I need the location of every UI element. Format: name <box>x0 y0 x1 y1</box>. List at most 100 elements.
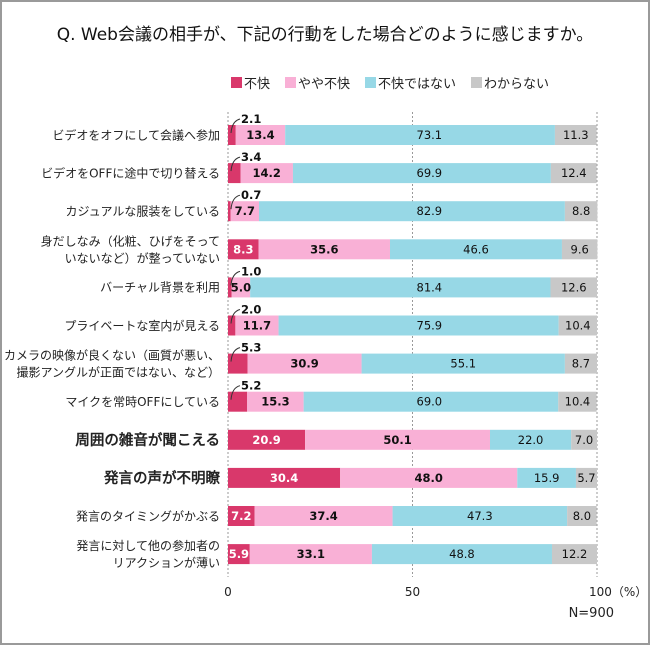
value-label: 8.3 <box>233 242 253 256</box>
category-label: 発言に対して他の参加者のリアクションが薄い <box>76 538 220 570</box>
category-label-line: カメラの映像が良くない（画質が悪い、 <box>4 348 220 363</box>
value-label: 7.2 <box>231 509 251 523</box>
bar-segment-fukai-dewanai <box>258 201 565 222</box>
bar-segment-fukai-dewanai <box>389 239 562 260</box>
value-label: 5.0 <box>231 280 251 294</box>
bar-segment-yaya-fukai <box>258 239 390 260</box>
bar-segment-fukai-dewanai <box>278 315 559 336</box>
value-label: 82.9 <box>417 204 443 218</box>
value-label: 30.9 <box>290 357 318 371</box>
bar-segment-wakaranai <box>575 467 597 488</box>
value-label: 9.6 <box>571 242 589 256</box>
bar-segment-yaya-fukai <box>305 429 490 450</box>
value-label: 15.9 <box>534 471 560 485</box>
bar-segment-fukai-dewanai <box>361 353 565 374</box>
legend-swatch-fukai <box>231 76 242 88</box>
legend-label-wakaranai: わからない <box>484 76 550 92</box>
value-label: 12.4 <box>561 166 587 180</box>
bar-segment-fukai <box>228 467 341 488</box>
bar-segment-wakaranai <box>561 239 598 260</box>
value-label: 48.8 <box>449 547 475 561</box>
bar-segment-fukai-dewanai <box>285 125 555 145</box>
bar-segment-fukai <box>228 163 241 184</box>
value-label: 8.8 <box>572 204 590 218</box>
callout-leader-line <box>230 194 241 210</box>
bar-segment-fukai-dewanai <box>303 391 559 412</box>
category-label: バーチャル背景を利用 <box>100 281 220 295</box>
callout-leader-line <box>230 270 241 286</box>
value-label: 14.2 <box>253 166 281 180</box>
value-label: 37.4 <box>309 509 337 523</box>
value-label: 8.0 <box>573 509 591 523</box>
value-label: 20.9 <box>252 433 280 447</box>
category-label: 発言のタイミングがかぶる <box>76 508 220 523</box>
category-label: ビデオをOFFに途中で切り替える <box>41 165 220 180</box>
bar-segment-fukai <box>228 277 232 298</box>
value-label: 55.1 <box>450 357 476 371</box>
legend-swatch-fukai-dewanai <box>365 76 377 88</box>
value-label: 5.3 <box>241 341 261 355</box>
bar-segment-yaya-fukai <box>340 467 518 488</box>
value-label: 11.7 <box>243 319 271 333</box>
x-tick-label: 50 <box>405 585 420 599</box>
value-label: 5.7 <box>577 471 595 485</box>
bar-segment-yaya-fukai <box>249 544 372 565</box>
value-label: 22.0 <box>518 433 544 447</box>
legend-swatch-yaya-fukai <box>285 76 297 88</box>
bar-segment-yaya-fukai <box>247 353 362 374</box>
value-label: 7.7 <box>235 204 255 218</box>
bar-segment-yaya-fukai <box>240 163 293 184</box>
bar-segment-fukai <box>228 429 306 450</box>
bar-segment-fukai-dewanai <box>489 429 572 450</box>
bar-segment-yaya-fukai <box>247 391 304 412</box>
bar-segment-fukai <box>228 391 248 412</box>
value-label: 12.2 <box>562 547 588 561</box>
bar-segment-fukai <box>228 506 255 526</box>
bar-segment-wakaranai <box>550 163 597 184</box>
value-label: 3.4 <box>241 150 261 164</box>
value-label: 30.4 <box>270 471 298 485</box>
legend-item-yaya-fukai: やや不快 <box>285 73 350 92</box>
legend-label-fukai: 不快 <box>244 76 271 92</box>
value-label: 35.6 <box>310 242 338 256</box>
bar-segment-wakaranai <box>567 506 597 526</box>
bar-segment-yaya-fukai <box>235 125 286 145</box>
legend-item-fukai: 不快 <box>231 73 270 92</box>
category-label: 周囲の雑音が聞こえる <box>75 431 220 449</box>
value-label: 81.4 <box>417 280 443 294</box>
callout-leader-line <box>230 347 241 362</box>
value-label: 11.3 <box>563 128 589 142</box>
value-label: 73.1 <box>417 128 443 142</box>
value-label: 75.9 <box>417 319 443 333</box>
value-label: 69.0 <box>417 395 443 409</box>
category-label-line: 発言に対して他の参加者の <box>76 538 220 553</box>
value-label: 48.0 <box>415 471 443 485</box>
callout-leader-line <box>230 309 241 324</box>
bar-segment-fukai <box>228 201 231 222</box>
bar-segment-fukai-dewanai <box>371 544 552 565</box>
value-label: 69.9 <box>417 166 443 180</box>
value-label: 12.6 <box>561 280 587 294</box>
value-label: 13.4 <box>246 128 274 142</box>
category-label: 身だしなみ（化粧、ひげをそっていないなど）が整っていない <box>41 233 220 265</box>
category-label-line: いないなど）が整っていない <box>65 250 220 265</box>
x-tick-label: 0 <box>224 585 232 599</box>
value-label: 8.7 <box>572 357 590 371</box>
chart-legend: 不快 やや不快 不快ではない わからない <box>231 73 564 92</box>
bar-segment-yaya-fukai <box>254 506 393 526</box>
bar-segment-wakaranai <box>551 544 597 565</box>
value-label: 0.7 <box>241 188 261 202</box>
bar-segment-wakaranai <box>558 391 597 412</box>
value-label: 2.0 <box>241 303 261 317</box>
bar-segment-wakaranai <box>558 315 597 336</box>
value-label: 33.1 <box>297 547 325 561</box>
bar-segment-wakaranai <box>564 201 598 222</box>
value-label: 5.2 <box>241 379 261 393</box>
value-label: 7.0 <box>575 433 593 447</box>
value-label: 46.6 <box>463 242 489 256</box>
bar-segment-wakaranai <box>554 125 597 145</box>
bar-segment-yaya-fukai <box>230 201 259 222</box>
value-label: 2.1 <box>241 112 261 126</box>
category-label: カジュアルな服装をしている <box>66 205 220 219</box>
